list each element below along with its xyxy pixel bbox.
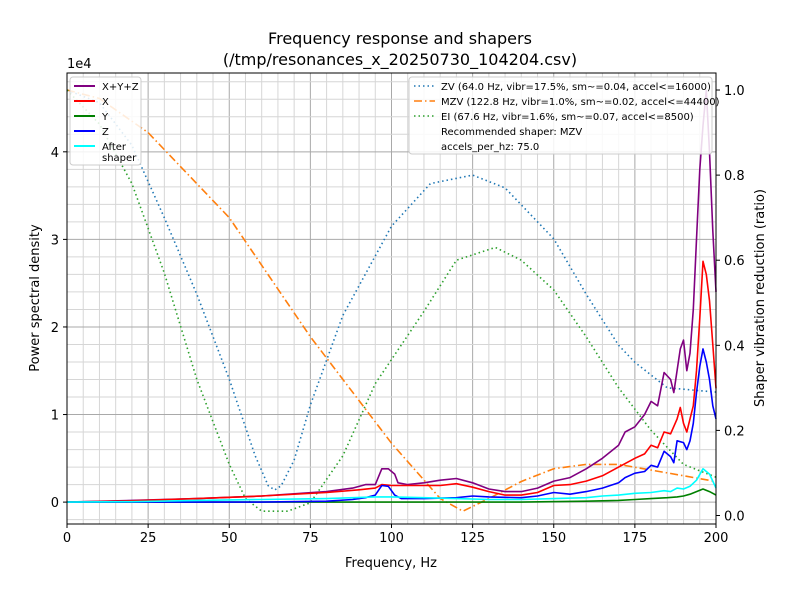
x-tick-label: 150	[541, 531, 566, 546]
y-offset-label: 1e4	[67, 57, 92, 72]
y2-tick-label: 0.6	[724, 254, 745, 269]
shaper-series	[66, 89, 717, 513]
legend-right-entry-ei-67-6-hz-vibr-1-6-sm-0-07-accel-8500: EI (67.6 Hz, vibr=1.6%, sm~=0.07, accel<…	[414, 112, 694, 123]
legend-right-entry-accels-per-hz-75-0: accels_per_hz: 75.0	[441, 142, 539, 153]
legend-left-entry-x-y-z: X+Y+Z	[74, 82, 139, 93]
legend-label: After	[102, 142, 127, 153]
legend-label: MZV (122.8 Hz, vibr=1.0%, sm~=0.02, acce…	[441, 97, 720, 108]
legend-label: accels_per_hz: 75.0	[441, 142, 539, 153]
y2-axis-label: Shaper vibration reduction (ratio)	[753, 189, 768, 407]
legend-right-entry-zv-64-0-hz-vibr-17-5-sm-0-04-accel-16000: ZV (64.0 Hz, vibr=17.5%, sm~=0.04, accel…	[414, 82, 711, 93]
legend-left-entry-z: Z	[74, 127, 109, 138]
x-tick-label: 125	[460, 531, 485, 546]
legend-label: X+Y+Z	[102, 82, 139, 93]
x-tick-label: 0	[63, 531, 71, 546]
series-line-zv-64-0-hz-vibr-17-5-sm-0-04-accel-16000	[66, 89, 717, 491]
y-axis-label: Power spectral density	[28, 224, 43, 372]
legend-left-frame	[69, 76, 142, 166]
legend-label: EI (67.6 Hz, vibr=1.6%, sm~=0.07, accel<…	[441, 112, 694, 123]
x-axis-label: Frequency, Hz	[345, 556, 437, 571]
y2-tick-label: 0.8	[724, 169, 745, 184]
legend-label: X	[102, 97, 109, 108]
x-tick-label: 175	[622, 531, 647, 546]
series-line-z	[67, 348, 717, 503]
y2-tick-label: 0.4	[724, 339, 745, 354]
series-line-x-y-z	[66, 89, 717, 503]
y2-tick-label: 1.0	[724, 84, 745, 99]
series-line-ei-67-6-hz-vibr-1-6-sm-0-07-accel-8500	[66, 89, 717, 513]
series-line-y	[67, 488, 717, 503]
legend-right-entry-recommended-shaper-mzv: Recommended shaper: MZV	[441, 127, 582, 138]
legend-right-frame	[408, 76, 713, 155]
legend-label: Recommended shaper: MZV	[441, 127, 582, 138]
chart-title: Frequency response and shapers	[268, 29, 532, 48]
legend-left-entry-x: X	[74, 97, 109, 108]
y-axis: 0 1 2 3 4	[51, 146, 67, 511]
series-line-after-shaper	[66, 467, 717, 503]
y2-axis: 0.0 0.2 0.4 0.6 0.8 1.0	[716, 84, 745, 524]
y-tick-label: 2	[51, 321, 59, 336]
x-tick-label: 75	[302, 531, 319, 546]
x-axis: 0 25 50 75 100 125 150 175 200	[63, 524, 729, 546]
x-tick-label: 25	[140, 531, 157, 546]
legend-label: Y	[101, 112, 109, 123]
y-tick-label: 0	[51, 496, 59, 511]
legend-left-entry-y: Y	[74, 112, 109, 123]
x-tick-label: 100	[379, 531, 404, 546]
grid	[66, 73, 717, 524]
legend-right-entry-mzv-122-8-hz-vibr-1-0-sm-0-02-accel-44400: MZV (122.8 Hz, vibr=1.0%, sm~=0.02, acce…	[414, 97, 720, 108]
legend-label: Z	[102, 127, 109, 138]
y2-tick-label: 0.2	[724, 424, 745, 439]
legend-label: ZV (64.0 Hz, vibr=17.5%, sm~=0.04, accel…	[441, 82, 711, 93]
legend-label: shaper	[102, 153, 137, 164]
y-tick-label: 4	[51, 146, 59, 161]
legend-right: ZV (64.0 Hz, vibr=17.5%, sm~=0.04, accel…	[408, 76, 720, 155]
psd-series	[66, 89, 717, 503]
chart-subtitle: (/tmp/resonances_x_20250730_104204.csv)	[223, 50, 577, 70]
series-line-x	[66, 260, 717, 503]
x-tick-label: 50	[221, 531, 238, 546]
x-tick-label: 200	[704, 531, 729, 546]
y-tick-label: 1	[51, 409, 59, 424]
y2-tick-label: 0.0	[724, 509, 745, 524]
y-tick-label: 3	[51, 233, 59, 248]
